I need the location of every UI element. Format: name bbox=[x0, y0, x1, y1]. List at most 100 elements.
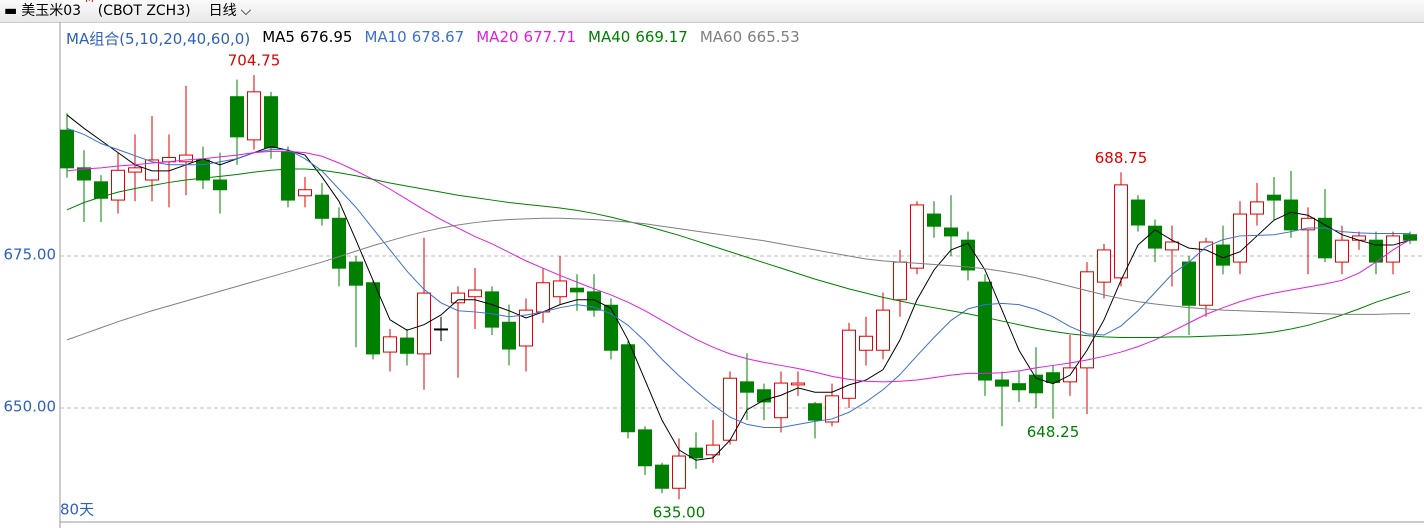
candle-body bbox=[247, 91, 261, 141]
legend-entry[interactable]: MA5 676.95 bbox=[262, 28, 352, 49]
legend: MA组合(5,10,20,40,60,0) MA5 676.95 MA10 678.6… bbox=[66, 28, 800, 49]
header: ▬ 美玉米03M (CBOT ZCH3) 日线⌵ bbox=[0, 0, 1424, 23]
legend-name: MA60 bbox=[699, 28, 743, 46]
candle-body bbox=[1335, 239, 1349, 263]
ma-line bbox=[66, 150, 1411, 383]
candle-body bbox=[808, 403, 822, 421]
legend-name: MA20 bbox=[476, 28, 519, 46]
candle-body bbox=[621, 344, 635, 433]
candle-body bbox=[502, 321, 516, 350]
candle-body bbox=[264, 96, 278, 149]
candle-body bbox=[332, 217, 346, 269]
annotation: 648.25 bbox=[1027, 423, 1080, 441]
candle-body bbox=[179, 154, 193, 163]
chevron[interactable]: ⌵ bbox=[240, 3, 252, 19]
candle-body bbox=[570, 287, 584, 293]
legend-entry[interactable]: MA60 665.53 bbox=[700, 28, 800, 49]
candle-body bbox=[553, 280, 567, 298]
candle-body bbox=[774, 382, 788, 419]
candle-body bbox=[638, 429, 652, 467]
candle-body bbox=[1284, 199, 1298, 231]
legend-entry[interactable]: MA20 677.71 bbox=[476, 28, 576, 49]
candle-body bbox=[825, 395, 839, 423]
candle-body bbox=[842, 329, 856, 399]
candle-body bbox=[111, 169, 125, 201]
legend-value: 669.17 bbox=[635, 28, 688, 46]
annotation: 688.75 bbox=[1095, 149, 1148, 167]
candle-body bbox=[434, 328, 448, 331]
candle-body bbox=[1114, 184, 1128, 279]
candle-body bbox=[655, 464, 669, 489]
ma-line bbox=[66, 127, 1411, 428]
candle-body bbox=[706, 444, 720, 456]
candle-body bbox=[145, 159, 159, 181]
ma-line bbox=[66, 217, 1411, 341]
candle-body bbox=[94, 181, 108, 199]
legend-entry[interactable]: MA10 678.67 bbox=[364, 28, 464, 49]
candle-body bbox=[1046, 372, 1060, 383]
candle-body bbox=[1199, 241, 1213, 306]
candle-body bbox=[349, 261, 363, 286]
symbol[interactable]: 美玉米03 bbox=[21, 3, 82, 19]
candle-body bbox=[978, 281, 992, 381]
candle-body bbox=[689, 447, 703, 459]
candle-body bbox=[1301, 217, 1315, 231]
candle-body bbox=[910, 204, 924, 269]
footer: 80天 bbox=[60, 501, 94, 519]
candle-body bbox=[1131, 199, 1145, 226]
candle-body bbox=[1250, 201, 1264, 215]
candle-body bbox=[417, 292, 431, 355]
candle-body bbox=[791, 382, 805, 386]
marker: M bbox=[85, 0, 94, 22]
candle-body bbox=[995, 379, 1009, 387]
legend-entry[interactable]: MA40 669.17 bbox=[588, 28, 688, 49]
candle-body bbox=[60, 129, 74, 169]
candle-body bbox=[383, 336, 397, 353]
candle-body bbox=[298, 189, 312, 197]
legend-value: 665.53 bbox=[747, 28, 800, 46]
candle-body bbox=[1080, 271, 1094, 369]
candle-body bbox=[536, 282, 550, 313]
candle-body bbox=[230, 96, 244, 138]
legend-name: MA40 bbox=[588, 28, 631, 46]
period[interactable]: 日线 bbox=[208, 3, 237, 19]
candle-body bbox=[196, 159, 210, 181]
candle-body bbox=[400, 337, 414, 354]
menu-icon[interactable]: ▬ bbox=[4, 3, 18, 19]
candle-body bbox=[1165, 241, 1179, 251]
candle-body bbox=[1318, 217, 1332, 259]
y-tick-label: 675.00 bbox=[4, 246, 57, 264]
candle-body bbox=[128, 167, 142, 173]
candle-body bbox=[1386, 235, 1400, 263]
candle-body bbox=[451, 292, 465, 304]
candle-body bbox=[1352, 235, 1366, 241]
candle-body bbox=[77, 167, 91, 181]
y-tick-label: 650.00 bbox=[4, 398, 57, 416]
legend-value: 678.67 bbox=[411, 28, 465, 46]
candle-body bbox=[1403, 234, 1417, 241]
candle-body bbox=[519, 309, 533, 347]
candle-body bbox=[468, 289, 482, 298]
candle-body bbox=[213, 179, 227, 191]
candle-body bbox=[893, 261, 907, 301]
candle-body bbox=[723, 377, 737, 441]
code: (CBOT ZCH3) bbox=[97, 3, 191, 19]
annotation: 635.00 bbox=[653, 504, 706, 522]
ma-line bbox=[66, 168, 1411, 338]
candle-body bbox=[740, 381, 754, 393]
annotation: 704.75 bbox=[228, 52, 281, 70]
candle-body bbox=[859, 335, 873, 351]
candle-body bbox=[1182, 261, 1196, 306]
candle-body bbox=[281, 151, 295, 201]
candle-body bbox=[366, 282, 380, 355]
candle-body bbox=[1012, 383, 1026, 391]
legend-value: 677.71 bbox=[523, 28, 577, 46]
candle-body bbox=[927, 213, 941, 227]
candle-body bbox=[1097, 249, 1111, 283]
candle-body bbox=[485, 291, 499, 328]
candle-body bbox=[1216, 244, 1230, 266]
candle-body bbox=[1233, 213, 1247, 263]
ma-group[interactable]: MA组合(5,10,20,40,60,0) bbox=[66, 30, 251, 48]
